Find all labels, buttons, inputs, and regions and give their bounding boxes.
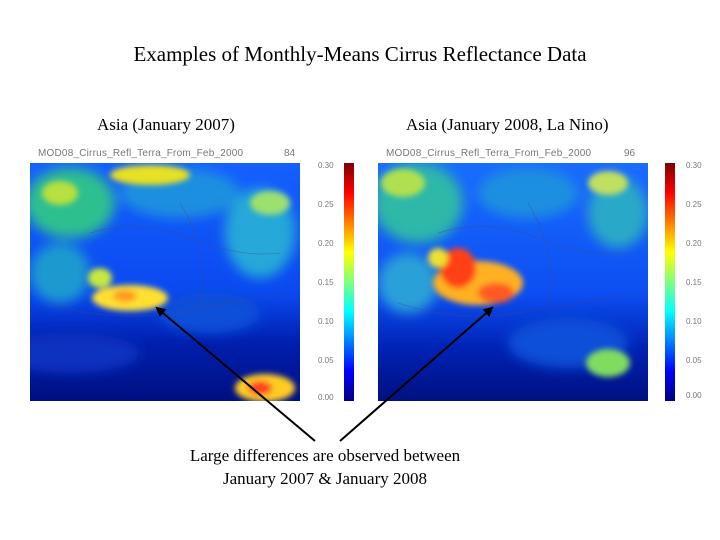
- slide-title: Examples of Monthly-Means Cirrus Reflect…: [133, 42, 587, 66]
- colorbar-tick: 0.00: [318, 393, 334, 402]
- colorbar-january-2008: [665, 163, 675, 401]
- map-header: MOD08_Cirrus_Refl_Terra_From_Feb_2000: [386, 148, 592, 159]
- colorbar-tick: 0.20: [686, 239, 702, 248]
- colorbar-tick: 0.15: [686, 278, 702, 287]
- caption-january-2008: Asia (January 2008, La Nino): [406, 115, 609, 134]
- map-number: 96: [624, 148, 636, 159]
- colorbar-tick: 0.10: [686, 317, 702, 326]
- colorbar-tick: 0.30: [318, 161, 334, 170]
- colorbar-tick: 0.00: [686, 391, 702, 400]
- colorbar-tick: 0.25: [318, 200, 334, 209]
- differences-note: Large differences are observed between J…: [160, 444, 490, 490]
- cirrus-map-january-2007: [30, 163, 300, 401]
- colorbar-tick: 0.30: [686, 161, 702, 170]
- colorbar-tick: 0.05: [686, 356, 702, 365]
- caption-january-2007: Asia (January 2007): [97, 115, 235, 134]
- colorbar-tick: 0.05: [318, 356, 334, 365]
- map-number: 84: [284, 148, 296, 159]
- map-panel-january-2008: MOD08_Cirrus_Refl_Terra_From_Feb_2000 96: [378, 146, 720, 404]
- note-line: Large differences are observed between: [189, 446, 461, 465]
- map-panel-january-2007: MOD08_Cirrus_Refl_Terra_From_Feb_2000 84: [30, 146, 375, 404]
- cirrus-map-january-2008: [378, 163, 648, 401]
- note-line: January 2007 & January 2008: [223, 469, 427, 488]
- colorbar-tick: 0.25: [686, 200, 702, 209]
- colorbar-tick: 0.20: [318, 239, 334, 248]
- map-header: MOD08_Cirrus_Refl_Terra_From_Feb_2000: [38, 148, 244, 159]
- colorbar-january-2007: [344, 163, 354, 401]
- colorbar-tick: 0.15: [318, 278, 334, 287]
- colorbar-tick: 0.10: [318, 317, 334, 326]
